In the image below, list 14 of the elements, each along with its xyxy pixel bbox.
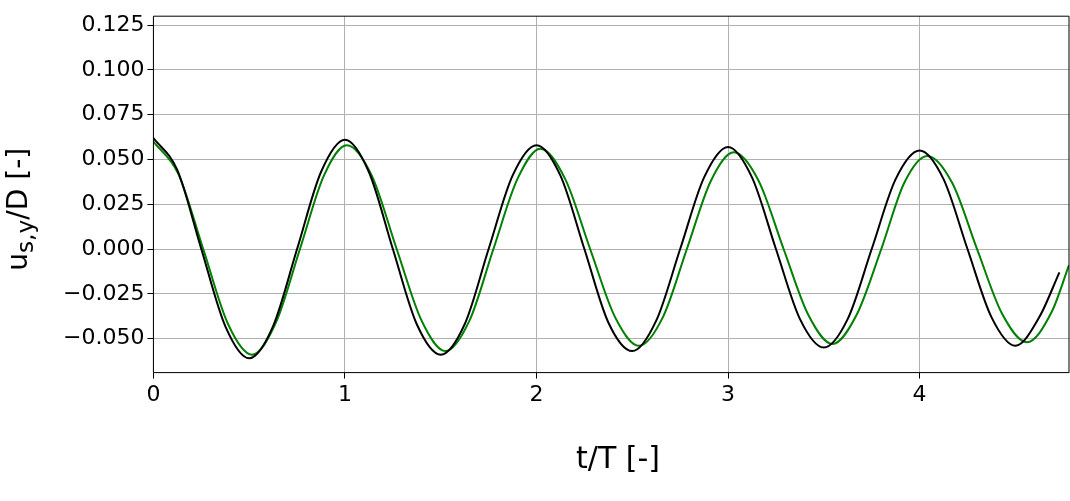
y-tick-label: 0.025 xyxy=(81,189,145,215)
x-tick-label: 1 xyxy=(337,380,352,406)
y-tick-label: 0.125 xyxy=(81,10,145,36)
y-tick-label: 0.075 xyxy=(81,100,145,126)
y-tick-label: 0.050 xyxy=(81,145,145,171)
y-tick-label: −0.025 xyxy=(62,279,145,305)
y-tick-label: −0.050 xyxy=(62,324,145,350)
y-tick-label: 0.000 xyxy=(81,234,145,260)
x-axis-title: t/T [-] xyxy=(575,440,661,475)
y-tick-label: 0.100 xyxy=(81,55,145,81)
x-tick-label: 2 xyxy=(529,380,544,406)
x-tick-label: 0 xyxy=(146,380,161,406)
x-tick-label: 4 xyxy=(912,380,927,406)
x-tick-label: 3 xyxy=(721,380,736,406)
